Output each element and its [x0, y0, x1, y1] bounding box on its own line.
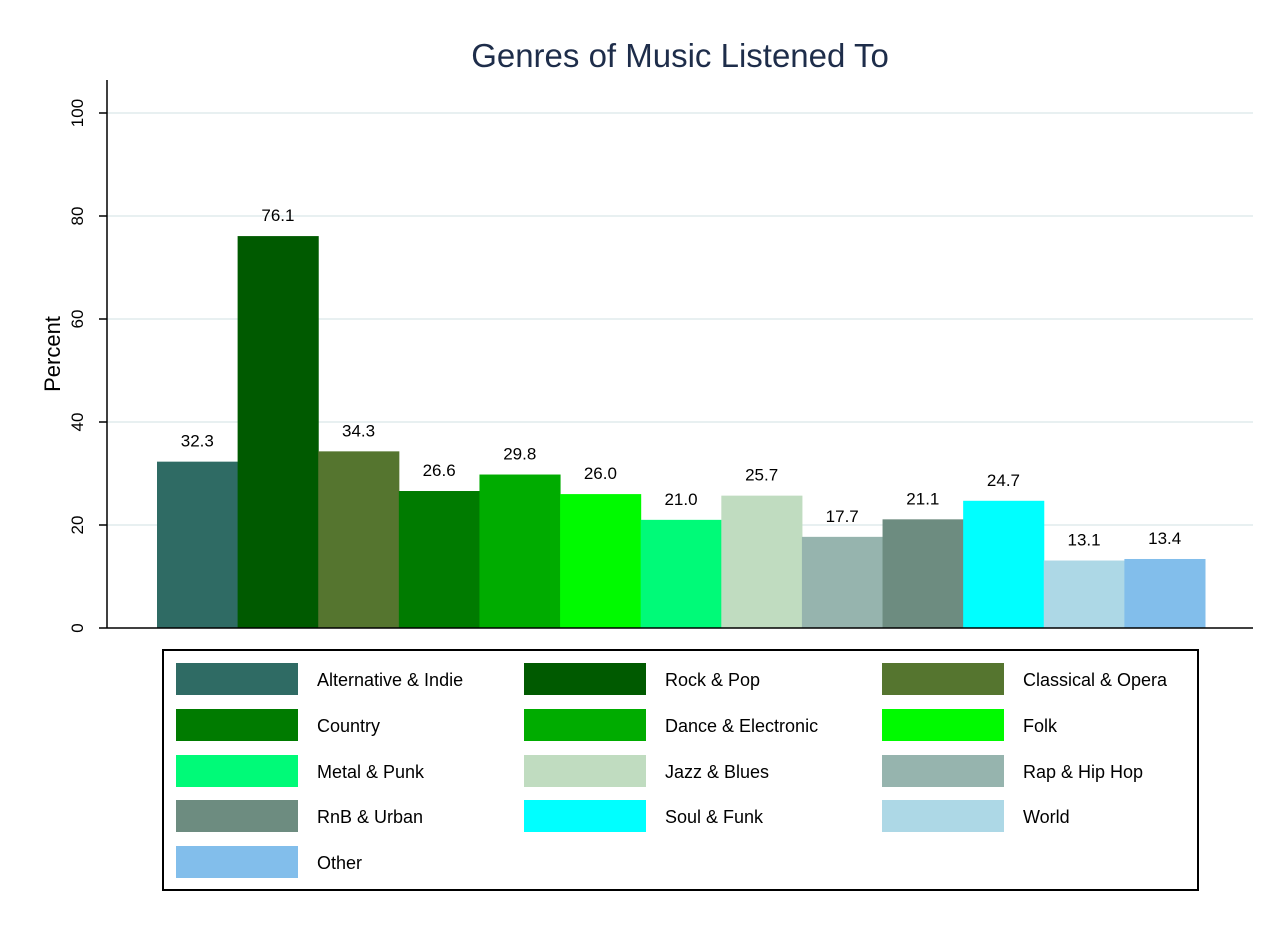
- bar-value-label: 26.6: [423, 461, 456, 480]
- legend-swatch: [176, 663, 298, 695]
- legend: Alternative & Indie Rock & Pop Classical &…: [162, 649, 1199, 891]
- bar-value-label: 21.0: [664, 490, 697, 509]
- bar: [560, 494, 642, 628]
- bars: [157, 236, 1206, 628]
- legend-label: Classical & Opera: [1023, 670, 1168, 690]
- bar: [237, 236, 319, 628]
- bar: [398, 491, 480, 628]
- bar-value-label: 25.7: [745, 466, 778, 485]
- legend-label: Rap & Hip Hop: [1023, 762, 1143, 782]
- y-axis-title: Percent: [40, 316, 65, 392]
- legend-swatch: [524, 755, 646, 787]
- legend-label: Jazz & Blues: [665, 762, 769, 782]
- legend-label: Rock & Pop: [665, 670, 760, 690]
- legend-swatch: [882, 755, 1004, 787]
- y-tick-label: 80: [68, 207, 87, 226]
- legend-swatch: [882, 709, 1004, 741]
- bar: [882, 519, 964, 628]
- bar-value-label: 24.7: [987, 471, 1020, 490]
- y-tick-label: 0: [68, 623, 87, 632]
- bar: [721, 495, 803, 628]
- y-tick-label: 40: [68, 413, 87, 432]
- bar-value-label: 17.7: [826, 507, 859, 526]
- bar-value-label: 32.3: [181, 432, 214, 451]
- y-tick-label: 20: [68, 516, 87, 535]
- bar: [318, 451, 400, 628]
- legend-swatch: [524, 709, 646, 741]
- legend-label: Folk: [1023, 716, 1058, 736]
- legend-label: Soul & Funk: [665, 807, 764, 827]
- bar-value-label: 13.1: [1068, 531, 1101, 550]
- legend-label: World: [1023, 807, 1070, 827]
- bar-value-label: 76.1: [261, 206, 294, 225]
- legend-swatch: [524, 800, 646, 832]
- legend-swatch: [176, 800, 298, 832]
- legend-label: RnB & Urban: [317, 807, 423, 827]
- bar: [1124, 558, 1206, 628]
- bar: [801, 536, 884, 628]
- bar-value-label: 21.1: [906, 489, 939, 508]
- legend-label: Country: [317, 716, 380, 736]
- bar: [1043, 560, 1125, 628]
- legend-swatch: [176, 709, 298, 741]
- chart-title: Genres of Music Listened To: [471, 37, 889, 74]
- bar: [157, 461, 239, 628]
- axes: 0 20 40 60 80 100: [68, 80, 1253, 633]
- legend-label: Other: [317, 853, 362, 873]
- legend-box: [162, 649, 1199, 891]
- y-tick-label: 100: [68, 99, 87, 127]
- legend-swatch: [176, 755, 298, 787]
- legend-label: Metal & Punk: [317, 762, 425, 782]
- bar-value-label: 26.0: [584, 464, 617, 483]
- legend-label: Dance & Electronic: [665, 716, 818, 736]
- bar-value-label: 34.3: [342, 421, 375, 440]
- bar: [640, 519, 722, 628]
- bar: [963, 500, 1045, 628]
- data-labels: 32.3 76.1 34.3 26.6 29.8 26.0 21.0 25.7 17.7 21.1…: [181, 206, 1181, 549]
- bar: [479, 474, 561, 628]
- legend-label: Alternative & Indie: [317, 670, 463, 690]
- bar-value-label: 13.4: [1148, 529, 1181, 548]
- legend-swatch: [176, 846, 298, 878]
- y-tick-label: 60: [68, 310, 87, 329]
- legend-swatch: [882, 800, 1004, 832]
- legend-swatch: [882, 663, 1004, 695]
- legend-swatch: [524, 663, 646, 695]
- bar-value-label: 29.8: [503, 445, 536, 464]
